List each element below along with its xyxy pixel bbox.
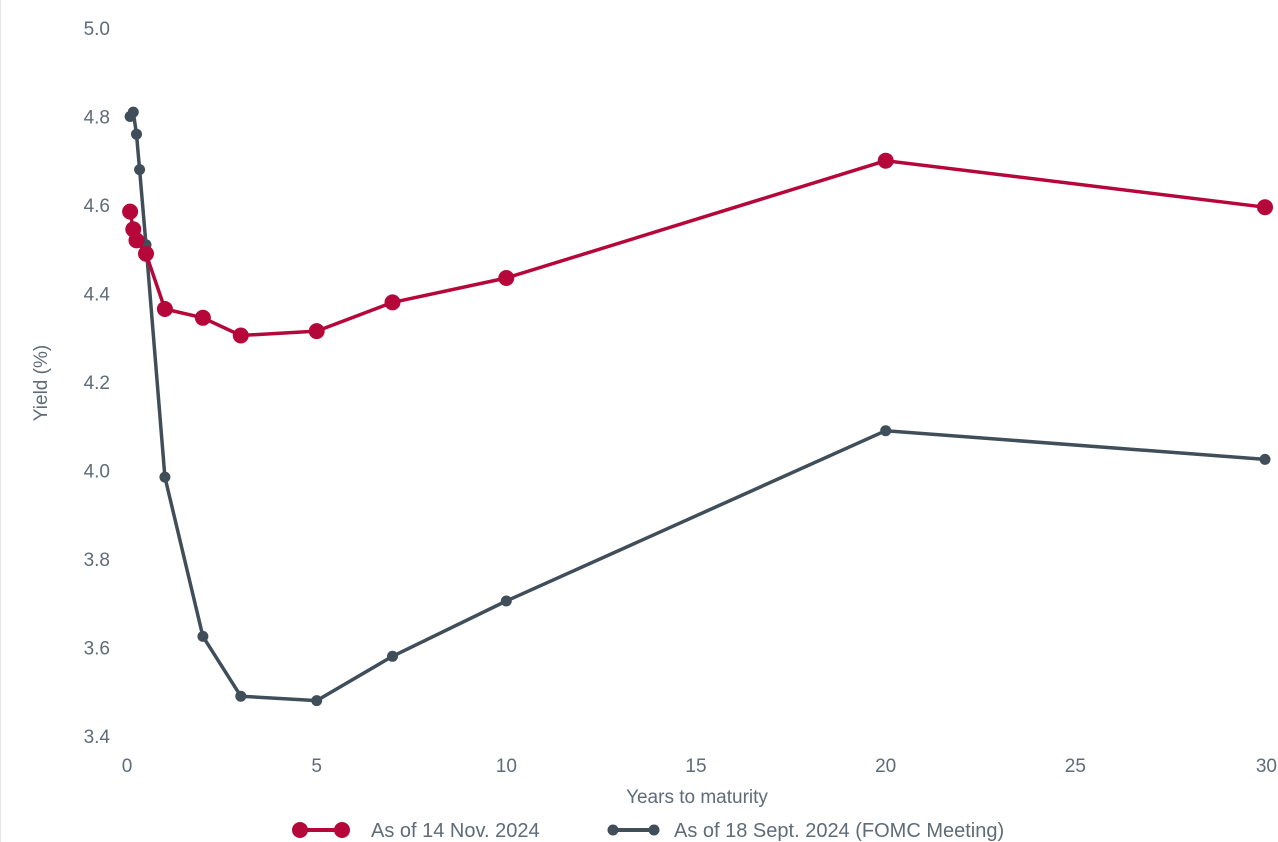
legend-label: As of 14 Nov. 2024 (371, 820, 540, 842)
y-tick-label: 3.6 (84, 639, 110, 660)
data-point (159, 471, 171, 483)
data-point (122, 203, 139, 220)
y-tick-label: 5.0 (84, 19, 110, 40)
data-point (311, 695, 323, 707)
legend: As of 14 Nov. 2024 As of 18 Sept. 2024 (F… (292, 820, 1004, 842)
series-line (128, 158, 1266, 338)
y-tick-label: 4.8 (84, 108, 110, 129)
y-tick-label: 3.4 (84, 727, 111, 748)
data-point (197, 630, 209, 642)
data-point (232, 327, 249, 344)
y-tick-label: 4.6 (84, 196, 110, 217)
x-tick-label: 0 (122, 756, 133, 777)
legend-marker (334, 822, 350, 838)
data-point (156, 301, 173, 317)
data-point (498, 270, 515, 286)
data-point (384, 294, 401, 311)
legend-marker (648, 824, 660, 836)
data-point (131, 128, 142, 140)
x-tick-label: 20 (875, 756, 896, 777)
x-tick-label: 5 (311, 756, 322, 777)
data-point (500, 595, 512, 607)
series-1 (124, 106, 1271, 707)
data-point (387, 650, 398, 662)
data-point (877, 152, 894, 169)
x-tick-label: 30 (1256, 756, 1277, 777)
y-axis: 3.4 3.6 3.8 4.0 4.2 4.4 4.6 4.8 5.0 (84, 19, 111, 748)
data-point (138, 245, 154, 262)
y-tick-label: 4.4 (84, 285, 111, 306)
data-point (235, 690, 247, 702)
x-tick-label: 15 (685, 756, 706, 777)
data-point (880, 425, 892, 437)
x-tick-label: 25 (1065, 756, 1086, 777)
y-tick-label: 4.2 (84, 373, 110, 394)
x-axis: 0 5 10 15 20 25 30 (122, 756, 1277, 777)
plot-area (122, 106, 1273, 707)
data-point (194, 309, 211, 326)
legend-item: As of 18 Sept. 2024 (FOMC Meeting) (607, 820, 1004, 842)
y-axis-title: Yield (%) (31, 345, 52, 421)
x-tick-label: 10 (496, 756, 517, 777)
legend-marker (292, 822, 308, 838)
y-tick-label: 4.0 (84, 462, 110, 483)
legend-marker (607, 824, 619, 836)
legend-label: As of 18 Sept. 2024 (FOMC Meeting) (674, 820, 1004, 842)
legend-item: As of 14 Nov. 2024 (292, 820, 540, 842)
data-point (134, 164, 146, 176)
x-axis-title: Years to maturity (626, 787, 768, 808)
data-point (1259, 453, 1271, 465)
series-line (128, 110, 1266, 703)
data-point (1257, 199, 1273, 216)
data-point (308, 323, 325, 340)
series-0 (122, 152, 1273, 344)
data-point (128, 232, 145, 249)
y-tick-label: 3.8 (84, 550, 110, 571)
left-border (0, 0, 1, 842)
data-point (127, 106, 139, 118)
